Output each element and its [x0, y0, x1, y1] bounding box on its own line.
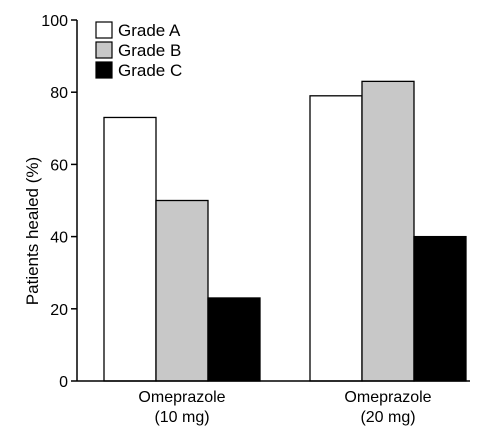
legend-label: Grade C — [118, 61, 182, 80]
y-tick-label: 20 — [50, 302, 68, 319]
x-tick-label: Omeprazole — [344, 389, 431, 406]
bars — [103, 80, 467, 382]
bar — [361, 80, 415, 382]
x-tick-label: (20 mg) — [360, 409, 415, 426]
legend-swatch — [95, 21, 113, 39]
bar — [207, 297, 261, 382]
axes: 0 20 40 60 80 100 Omeprazole (10 mg) Omeprazole (… — [41, 13, 470, 426]
y-tick-label: 0 — [59, 374, 68, 391]
bar — [413, 235, 467, 382]
y-tick-label: 40 — [50, 230, 68, 247]
legend-label: Grade A — [118, 21, 181, 40]
legend-swatch — [95, 41, 113, 59]
bar — [155, 199, 209, 382]
bar — [103, 116, 157, 382]
y-tick-label: 80 — [50, 85, 68, 102]
legend-label: Grade B — [118, 41, 181, 60]
y-axis-label: Patients healed (%) — [23, 157, 42, 305]
x-tick-label: Omeprazole — [138, 389, 225, 406]
bar — [309, 95, 363, 382]
legend-swatch — [95, 61, 113, 79]
y-tick-label: 100 — [41, 13, 68, 30]
x-tick-label: (10 mg) — [154, 409, 209, 426]
y-tick-label: 60 — [50, 157, 68, 174]
